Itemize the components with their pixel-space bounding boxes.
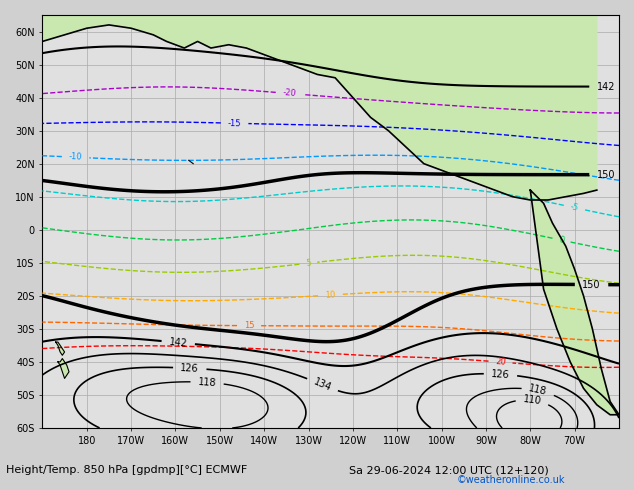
Text: -20: -20 bbox=[282, 88, 297, 98]
Text: 126: 126 bbox=[180, 363, 199, 374]
Text: 10: 10 bbox=[325, 290, 335, 300]
Text: 15: 15 bbox=[243, 321, 254, 330]
Polygon shape bbox=[530, 190, 619, 415]
Polygon shape bbox=[58, 359, 69, 378]
Polygon shape bbox=[42, 15, 597, 200]
Text: -10: -10 bbox=[68, 152, 82, 162]
Text: -15: -15 bbox=[228, 119, 242, 128]
Text: 118: 118 bbox=[528, 384, 548, 397]
Text: 134: 134 bbox=[312, 377, 333, 393]
Text: 150: 150 bbox=[582, 279, 601, 290]
Text: Height/Temp. 850 hPa [gpdmp][°C] ECMWF: Height/Temp. 850 hPa [gpdmp][°C] ECMWF bbox=[6, 466, 248, 475]
Text: 142: 142 bbox=[169, 337, 188, 348]
Text: 118: 118 bbox=[198, 377, 217, 388]
Text: 110: 110 bbox=[522, 394, 542, 407]
Text: 20: 20 bbox=[495, 357, 506, 367]
Text: Sa 29-06-2024 12:00 UTC (12+120): Sa 29-06-2024 12:00 UTC (12+120) bbox=[349, 466, 548, 475]
Text: 142: 142 bbox=[597, 81, 615, 92]
Polygon shape bbox=[56, 342, 65, 355]
Text: ©weatheronline.co.uk: ©weatheronline.co.uk bbox=[456, 475, 565, 485]
Text: 126: 126 bbox=[491, 368, 510, 380]
Text: -5: -5 bbox=[569, 202, 579, 213]
Text: 150: 150 bbox=[597, 170, 615, 180]
Text: 5: 5 bbox=[305, 258, 311, 268]
Text: 0: 0 bbox=[558, 235, 565, 245]
